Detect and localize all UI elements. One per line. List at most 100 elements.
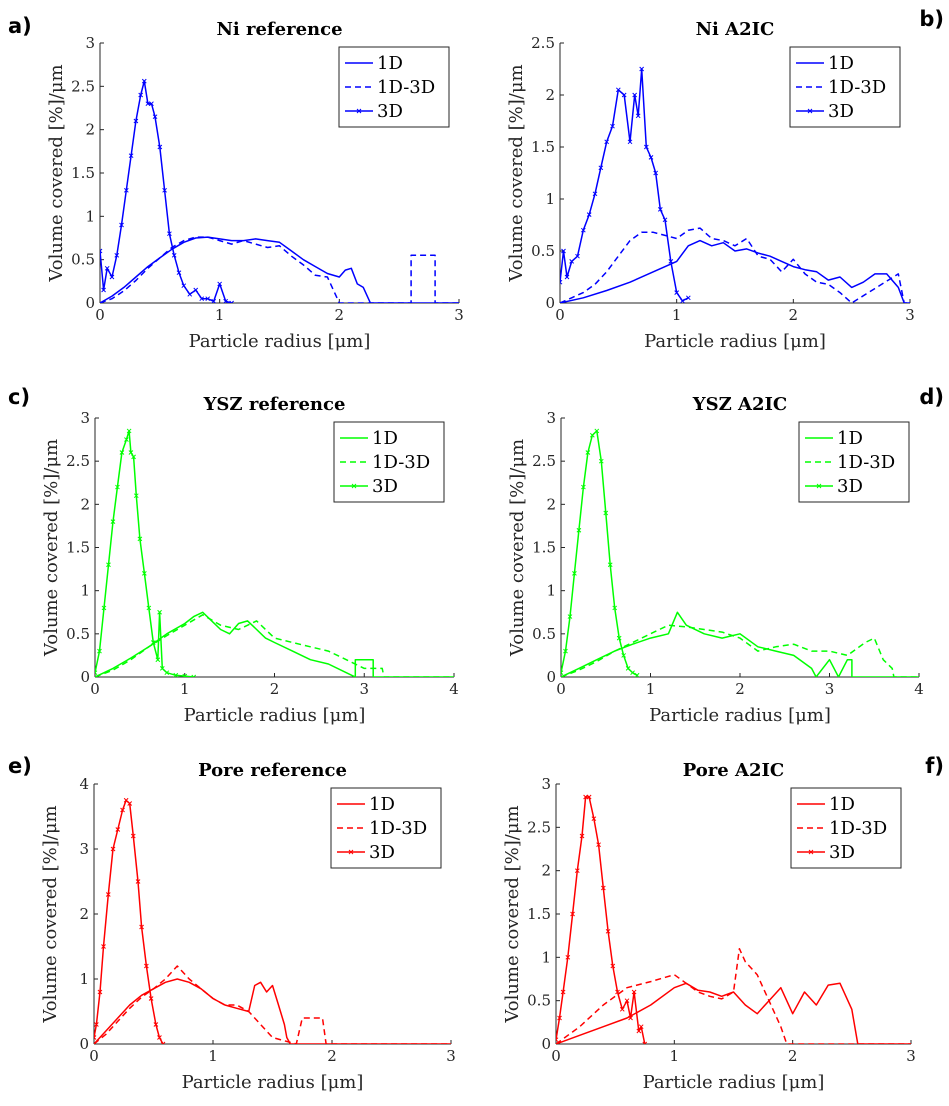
- x-axis-label: Particle radius [μm]: [184, 705, 366, 726]
- data-point-marker: [619, 1006, 625, 1012]
- x-axis-label: Particle radius [μm]: [649, 705, 831, 726]
- x-axis-label: Particle radius [μm]: [644, 331, 826, 352]
- data-point-marker: [100, 248, 103, 254]
- y-tick-label: 1.5: [66, 539, 90, 557]
- legend-label: 1D: [372, 428, 398, 449]
- data-point-marker: [557, 1015, 562, 1021]
- data-point-marker: [167, 231, 172, 237]
- data-point-marker: [187, 291, 193, 297]
- data-point-marker: [119, 222, 124, 228]
- chart-title: Pore reference: [198, 760, 347, 781]
- y-tick-label: 4: [79, 775, 89, 793]
- data-point-marker: [119, 450, 125, 455]
- chart-title: Ni reference: [216, 19, 342, 40]
- legend-label: 3D: [829, 842, 855, 863]
- y-tick-label: 0: [541, 1035, 551, 1053]
- data-point-marker: [579, 833, 585, 839]
- data-point-marker: [181, 283, 187, 289]
- chart-title: YSZ reference: [203, 394, 346, 415]
- x-tick-label: 2: [327, 1047, 337, 1065]
- x-axis-label: Particle radius [μm]: [189, 331, 371, 352]
- data-point-marker: [229, 300, 234, 303]
- plot-area: [560, 66, 910, 303]
- legend-label: 1D-3D: [837, 452, 895, 473]
- series-line-3d: [556, 796, 646, 1044]
- data-point-marker: [610, 963, 616, 969]
- data-point-marker: [142, 571, 147, 576]
- data-point-marker: [97, 648, 102, 654]
- data-point-marker: [567, 614, 573, 619]
- data-point-marker: [598, 458, 604, 464]
- series-line-1d: [94, 978, 451, 1044]
- y-tick-label: 3: [546, 409, 556, 427]
- data-point-marker: [211, 298, 217, 303]
- plot-area: [556, 794, 911, 1044]
- data-point-marker: [631, 989, 637, 995]
- data-point-marker: [176, 270, 182, 276]
- x-tick-label: 4: [914, 680, 924, 698]
- data-point-marker: [182, 673, 188, 677]
- data-point-marker: [580, 227, 586, 233]
- x-tick-label: 4: [449, 680, 459, 698]
- data-point-marker: [632, 92, 638, 98]
- x-tick-label: 2: [788, 1047, 798, 1065]
- data-point-marker: [193, 287, 199, 293]
- data-point-marker: [592, 191, 598, 197]
- data-point-marker: [616, 635, 622, 641]
- legend-label: 1D: [829, 794, 855, 815]
- legend-label: 3D: [369, 842, 395, 863]
- legend-label: 3D: [837, 476, 863, 497]
- data-point-marker: [101, 287, 106, 293]
- data-point-marker: [668, 259, 674, 264]
- chart-title: Ni A2IC: [696, 19, 775, 40]
- data-point-marker: [106, 562, 111, 568]
- chart-panel: f) Pore A2IC 0 1 2 3 0 0.5 1 1.5 2 2.5 3 Particle rad…: [502, 754, 944, 1093]
- data-point-marker: [638, 1024, 644, 1030]
- chart-title: YSZ A2IC: [692, 394, 788, 415]
- x-tick-label: 0: [551, 1047, 561, 1065]
- data-point-marker: [648, 155, 654, 160]
- data-point-marker: [217, 281, 223, 287]
- series-line-1d: [561, 611, 919, 677]
- data-point-marker: [607, 562, 613, 568]
- y-tick-label: 1.5: [71, 164, 95, 182]
- data-point-marker: [127, 801, 133, 806]
- data-point-marker: [575, 253, 580, 259]
- legend-marker: [808, 849, 814, 855]
- legend-label: 1D-3D: [828, 77, 886, 98]
- legend-marker: [816, 483, 822, 489]
- panel-label: a): [8, 14, 32, 38]
- y-axis-label: Volume covered [%]/μm: [502, 805, 523, 1023]
- x-tick-label: 0: [95, 306, 105, 324]
- data-point-marker: [135, 879, 141, 884]
- data-point-marker: [223, 298, 229, 303]
- data-point-marker: [635, 113, 641, 119]
- chart-panel: e) Pore reference 0 1 2 3 0 1 2 3 4 Particle radius…: [8, 754, 456, 1093]
- data-point-marker: [586, 212, 592, 217]
- chart-panel: a) Ni reference 0 1 2 3 0 0.5 1 1.5 2 2.5 3 Particle …: [8, 14, 464, 352]
- plot-area: [95, 428, 454, 677]
- data-point-marker: [594, 428, 600, 434]
- legend: 1D 1D-3D 3D: [790, 787, 902, 869]
- legend-label: 3D: [372, 476, 398, 497]
- y-tick-label: 0.5: [66, 625, 90, 643]
- legend-marker: [351, 483, 357, 489]
- data-point-marker: [636, 1028, 642, 1034]
- x-tick-label: 3: [454, 306, 464, 324]
- legend-label: 1D: [369, 794, 395, 815]
- y-tick-label: 2: [546, 495, 556, 513]
- data-point-marker: [604, 139, 610, 145]
- data-point-marker: [572, 571, 577, 576]
- data-point-marker: [657, 207, 663, 212]
- x-tick-label: 2: [335, 306, 345, 324]
- data-point-marker: [610, 123, 615, 129]
- legend: 1D 1D-3D 3D: [798, 421, 910, 503]
- series-line-3d: [95, 430, 194, 677]
- data-point-marker: [685, 295, 691, 301]
- data-point-marker: [160, 1041, 166, 1044]
- data-point-marker: [139, 924, 144, 930]
- legend-label: 1D-3D: [829, 818, 887, 839]
- y-tick-label: 0.5: [531, 242, 555, 260]
- series-line-1d-3d: [556, 947, 911, 1044]
